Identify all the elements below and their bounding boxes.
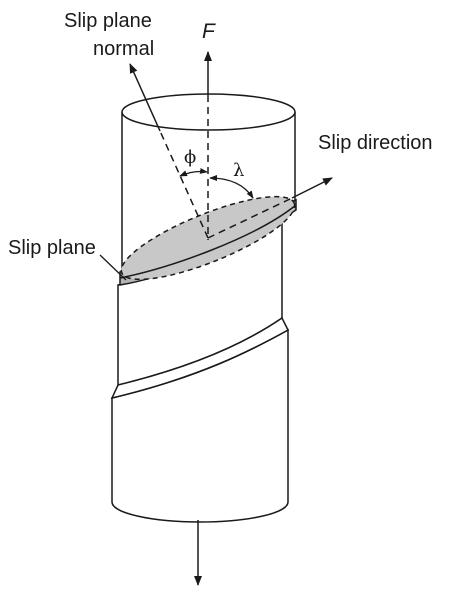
force-label: F (202, 20, 216, 43)
phi-angle-arc (179, 167, 208, 177)
slip-plane-label: Slip plane (8, 237, 96, 259)
lambda-angle-arc (209, 175, 254, 199)
slip-plane-normal-arrow (129, 63, 161, 132)
slip-plane-normal-label-line1: Slip plane (64, 10, 152, 32)
lambda-symbol: λ (233, 160, 244, 181)
phi-symbol: ϕ (184, 147, 196, 168)
lower-slip-band (110, 316, 289, 400)
slip-direction-arrow (291, 177, 333, 199)
slip-plane-normal-label-line2: normal (93, 38, 154, 60)
slip-direction-dashed (207, 197, 293, 239)
slip-direction-label: Slip direction (318, 132, 433, 154)
slip-plane-normal-dashed (159, 130, 209, 239)
slip-plane-leader-line (99, 254, 127, 281)
